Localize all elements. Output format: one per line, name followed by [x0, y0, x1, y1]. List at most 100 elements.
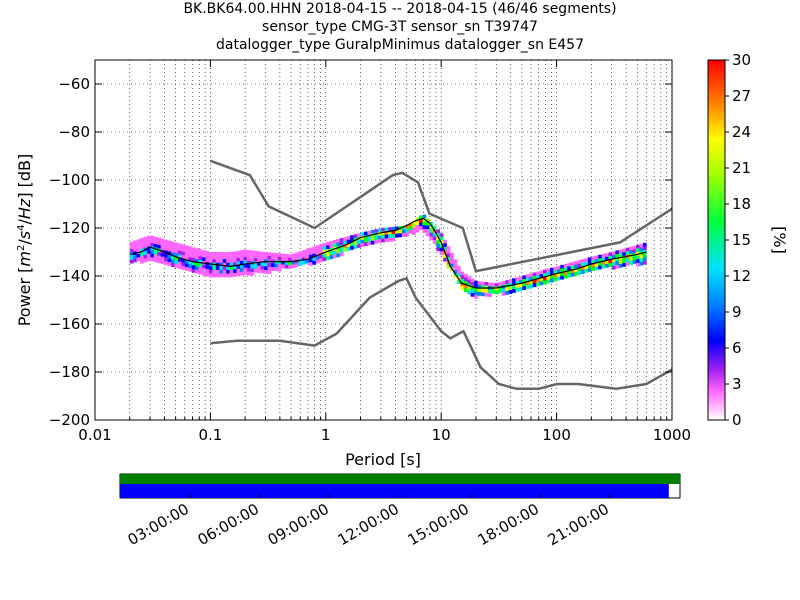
heatmap-cell [184, 259, 189, 264]
heatmap-cell [536, 275, 540, 279]
heatmap-cell [615, 250, 620, 255]
heatmap-cell [253, 254, 258, 259]
heatmap-cell [532, 276, 537, 280]
heatmap-cell [343, 247, 348, 252]
heatmap-cell [298, 251, 303, 256]
heatmap-cell [326, 256, 330, 261]
heatmap-cell [164, 243, 168, 248]
heatmap-cell [494, 286, 499, 291]
heatmap-cell [222, 273, 227, 278]
heatmap-cell [322, 257, 327, 262]
heatmap-cell [239, 264, 244, 269]
heatmap-cell [394, 233, 399, 238]
heatmap-cell [140, 245, 144, 250]
heatmap-cell [508, 279, 513, 284]
heatmap-cell [401, 233, 406, 237]
heatmap-cell [336, 238, 341, 243]
heatmap-cell [563, 263, 568, 268]
heatmap-cell [164, 261, 168, 266]
heatmap-cell [429, 225, 434, 230]
heatmap-cell [277, 253, 282, 258]
heatmap-cell [494, 290, 499, 295]
heatmap-cell [246, 253, 251, 258]
heatmap-cell [560, 272, 565, 276]
heatmap-cell [208, 270, 213, 274]
heatmap-cell [543, 280, 547, 285]
heatmap-cell [253, 250, 258, 255]
heatmap-cell [436, 240, 441, 244]
heatmap-cell [450, 263, 454, 268]
heatmap-cell [188, 267, 193, 272]
heatmap-cell [639, 261, 644, 266]
heatmap-cell [639, 254, 644, 259]
heatmap-cell [308, 247, 313, 252]
psd-plot-area: 0.01 0.1 1 10 100 1000 −200 −180 −160 −140 −120 −1… [15, 59, 691, 469]
heatmap-cell [618, 253, 623, 257]
heatmap-cell [642, 257, 647, 262]
heatmap-cell [288, 265, 292, 269]
heatmap-cell [281, 253, 286, 258]
heatmap-cell [367, 237, 372, 242]
heatmap-cell [257, 265, 261, 270]
title-line-3: datalogger_type GuralpMinimus datalogger… [216, 37, 584, 53]
heatmap-cell [436, 247, 441, 252]
heatmap-cell [243, 271, 248, 276]
heatmap-cell [608, 252, 613, 257]
colorbar-gradient [707, 59, 726, 421]
y-tick-label: −100 [49, 171, 90, 189]
heatmap-cell [164, 254, 168, 258]
x-tick-label: 100 [542, 426, 571, 444]
heatmap-cell [432, 225, 437, 230]
heatmap-cell [370, 229, 375, 234]
heatmap-cell [508, 290, 513, 294]
heatmap-cell [229, 262, 234, 267]
heatmap-cell [529, 277, 534, 281]
heatmap-cell [270, 263, 275, 268]
heatmap-cell [618, 263, 623, 268]
heatmap-cell [236, 268, 241, 273]
heatmap-cell [267, 270, 272, 275]
heatmap-cell [574, 271, 578, 276]
heatmap-cell [243, 249, 248, 254]
heatmap-cell [474, 287, 478, 292]
heatmap-cell [332, 254, 337, 259]
heatmap-cell [567, 273, 571, 278]
heatmap-cell [618, 249, 623, 254]
heatmap-cell [167, 251, 172, 256]
heatmap-cell [229, 259, 234, 263]
heatmap-cell [208, 273, 213, 278]
heatmap-cell [594, 266, 599, 271]
availability-tick-label: 12:00:00 [335, 500, 402, 549]
heatmap-cell [591, 260, 596, 264]
heatmap-cell [388, 237, 392, 242]
heatmap-cell [484, 289, 489, 294]
heatmap-cell [157, 252, 162, 256]
heatmap-cell [401, 225, 406, 230]
heatmap-cell [622, 248, 627, 253]
heatmap-cell [432, 236, 437, 241]
heatmap-cell [295, 259, 299, 264]
heatmap-cell [226, 262, 230, 267]
y-axis-ticks: −200 −180 −160 −140 −120 −100 −80 −60 [49, 75, 672, 429]
heatmap-cell [212, 255, 217, 260]
plot-frame [94, 59, 673, 421]
heatmap-cell [336, 253, 341, 258]
heatmap-cell [208, 262, 213, 267]
heatmap-cell [391, 237, 396, 242]
heatmap-cell [136, 242, 141, 247]
heatmap-cell [467, 279, 472, 284]
heatmap-cell [129, 259, 134, 264]
heatmap-cell [239, 271, 244, 276]
heatmap-cell [481, 292, 485, 297]
heatmap-cell [577, 263, 582, 268]
heatmap-cell [463, 281, 468, 285]
heatmap-cell [267, 266, 272, 271]
heatmap-cell [202, 253, 206, 258]
heatmap-cell [215, 255, 220, 260]
heatmap-cell [184, 256, 189, 261]
colorbar-tick-label: 18 [732, 195, 751, 213]
heatmap-cell [639, 258, 644, 263]
heatmap-cell [153, 236, 158, 241]
heatmap-cell [587, 268, 592, 272]
